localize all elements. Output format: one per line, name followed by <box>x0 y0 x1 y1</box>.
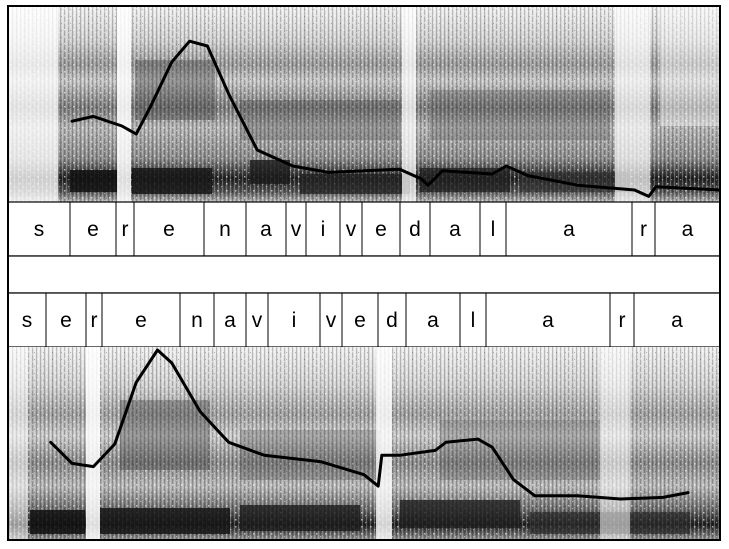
bottom-segment-label: a <box>224 309 236 332</box>
top-segment-label: s <box>34 218 45 241</box>
bottom-segment-label: i <box>292 309 297 332</box>
top-segment-label: d <box>409 218 421 241</box>
bottom-segment-label: e <box>135 309 147 332</box>
empty-tier <box>7 255 721 294</box>
bottom-segment-label: a <box>542 309 554 332</box>
bottom-pitch-contour <box>49 348 690 501</box>
bottom-segment-label: r <box>619 309 626 332</box>
bottom-segment-label: v <box>252 309 263 332</box>
top-segment-label: a <box>563 218 575 241</box>
bottom-segment-label: s <box>22 309 33 332</box>
top-segment-label: e <box>163 218 175 241</box>
top-segment-label: v <box>346 218 357 241</box>
top-segment-label: l <box>491 218 496 241</box>
top-segment-label: n <box>219 218 231 241</box>
top-segment-label: e <box>87 218 99 241</box>
bottom-spectrogram <box>8 347 720 540</box>
top-segment-label: r <box>122 218 129 241</box>
top-spectrogram <box>8 6 720 202</box>
top-segment-label: a <box>449 218 461 241</box>
bottom-segment-label: n <box>191 309 203 332</box>
top-segment-label: e <box>375 218 387 241</box>
bottom-segment-label: a <box>427 309 439 332</box>
bottom-segment-label: r <box>91 309 98 332</box>
bottom-segment-label: l <box>471 309 476 332</box>
top-segment-label: a <box>260 218 272 241</box>
top-segment-label: r <box>640 218 647 241</box>
bottom-segment-label: a <box>671 309 683 332</box>
bottom-segment-label: e <box>60 309 72 332</box>
bottom-segment-label: d <box>386 309 398 332</box>
bottom-segment-label: e <box>354 309 366 332</box>
bottom-segment-label: v <box>326 309 337 332</box>
top-segment-label: i <box>321 218 326 241</box>
top-segment-label: v <box>291 218 302 241</box>
top-segment-label: a <box>682 218 694 241</box>
top-pitch-contour <box>70 39 720 198</box>
